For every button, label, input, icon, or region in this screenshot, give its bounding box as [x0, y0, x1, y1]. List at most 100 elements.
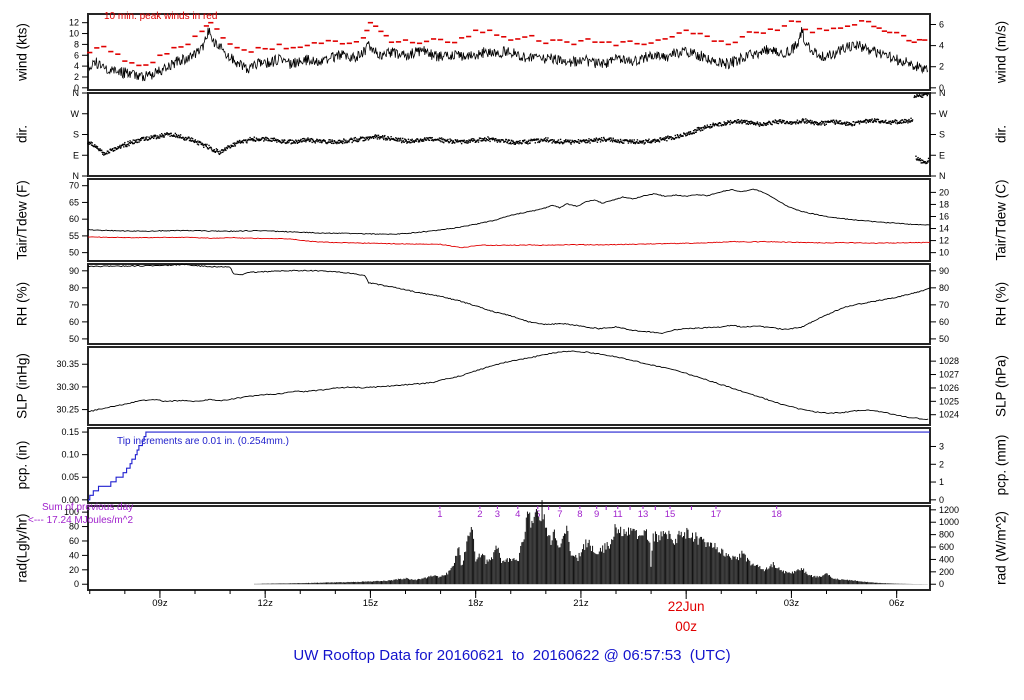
radiation-sum-annotation-line2: <--- 17.24 MJoules/m^2 [28, 515, 134, 526]
series-precip-cumulative-in [88, 431, 930, 501]
rh-left-tick-label: 70 [69, 300, 79, 310]
rh-right-tick-label: 90 [939, 266, 949, 276]
pcp-right-tick-label: 2 [939, 459, 944, 469]
tair_tdew-right-tick-label: 10 [939, 248, 949, 258]
rad-right-tick-label: 1200 [939, 505, 959, 515]
series-tdew-f [87, 236, 931, 249]
rh-right-tick-label: 80 [939, 283, 949, 293]
radiation-sum-annotation-line1: Sum of previous day [42, 502, 134, 513]
tair_tdew-right-tick-label: 12 [939, 236, 949, 246]
radiation-sum-label: 15 [665, 509, 676, 520]
tair_tdew-right-tick-label: 14 [939, 224, 949, 234]
pcp-left-tick-label: 0.00 [61, 495, 79, 505]
dir-left-tick-label: E [73, 150, 79, 160]
tip-increment-annotation: Tip increments are 0.01 in. (0.254mm.) [117, 436, 289, 447]
tair_tdew-right-tick-label: 16 [939, 211, 949, 221]
radiation-sum-label: 9 [594, 509, 599, 520]
tair_tdew-left-tick-label: 65 [69, 197, 79, 207]
tair_tdew-right-tick-label: 20 [939, 187, 949, 197]
tair_tdew-left-tick-label: 50 [69, 248, 79, 258]
panel-rad: 0204060801000200400600800100012001234578… [64, 500, 959, 591]
wind-left-tick-label: 0 [74, 83, 79, 93]
rad-right-tick-label: 800 [939, 530, 954, 540]
x-axis: 09z 12z 15z 18z 21z 03z 06z 22Jun 00z [89, 590, 905, 634]
slp-right-tick-label: 1026 [939, 383, 959, 393]
dir-right-tick-label: N [939, 88, 946, 98]
radiation-sum-label: 3 [495, 509, 500, 520]
rh-left-tick-label: 60 [69, 317, 79, 327]
rad-right-tick-label: 1000 [939, 517, 959, 527]
x-tick-label: 15z [363, 598, 379, 609]
radiation-sum-label: 7 [557, 509, 562, 520]
series-rh-percent [87, 263, 931, 334]
wind-right-tick-label: 2 [939, 62, 944, 72]
slp-left-tick-label: 30.25 [56, 405, 79, 415]
dir-left-tick-label: W [71, 109, 80, 119]
peak-wind-annotation: 10 min. peak winds in red [104, 11, 218, 22]
panel-pcp: 0.00 0.05 0.10 0.15 0 1 2 3 [61, 427, 944, 505]
dir-right-tick-label: S [939, 130, 945, 140]
radiation-sum-label: 17 [711, 509, 722, 520]
pcp-left-tick-label: 0.15 [61, 427, 79, 437]
slp-right-tick-label: 1027 [939, 370, 959, 380]
slp-right-tick-label: 1025 [939, 396, 959, 406]
dir-right-tick-label: N [939, 171, 946, 181]
date-tick-hour-label: 00z [675, 619, 697, 634]
series-wind-direction-north-cluster [913, 92, 930, 99]
date-tick-label: 22Jun [668, 599, 705, 614]
dir-right-tick-label: E [939, 150, 945, 160]
series-wind-direction [87, 117, 914, 156]
meteogram-chart: 0246810120246NWSENNWSEN50556065701012141… [56, 13, 959, 634]
rad-left-tick-label: 20 [69, 565, 79, 575]
rad-left-tick-label: 80 [69, 522, 79, 532]
wind-right-tick-label: 4 [939, 41, 944, 51]
dir-left-tick-label: S [73, 130, 79, 140]
x-tick-label: 09z [152, 598, 168, 609]
wind-left-tick-label: 2 [74, 72, 79, 82]
rh-left-tick-label: 80 [69, 283, 79, 293]
pcp-right-tick-label: 3 [939, 441, 944, 451]
x-tick-label: 12z [258, 598, 274, 609]
rh-left-tick-label: 50 [69, 334, 79, 344]
pcp-left-tick-label: 0.10 [61, 450, 79, 460]
radiation-sum-label: 4 [515, 509, 520, 520]
rh-left-tick-label: 90 [69, 266, 79, 276]
rad-right-tick-label: 0 [939, 579, 944, 589]
wind-left-tick-label: 6 [74, 50, 79, 60]
x-tick-label: 18z [468, 598, 484, 609]
series-solar-radiation [254, 500, 928, 585]
wind-left-tick-label: 10 [69, 29, 79, 39]
rad-right-tick-label: 400 [939, 554, 954, 564]
tair_tdew-left-tick-label: 55 [69, 231, 79, 241]
panel-slp: 30.25 30.30 30.35 1024 1025 1026 1027 1028 [56, 346, 959, 426]
figure-title: UW Rooftop Data for 20160621 to 20160622… [293, 647, 731, 664]
radiation-sum-label: 8 [577, 509, 582, 520]
wind-right-tick-label: 0 [939, 83, 944, 93]
radiation-sum-label: 13 [638, 509, 649, 520]
pcp-left-tick-label: 0.05 [61, 472, 79, 482]
panel-tair_tdew: 50 55 60 65 70 10 12 14 16 18 20 [69, 178, 949, 262]
wind-right-tick-label: 6 [939, 19, 944, 29]
series-wind-direction-east-cluster [915, 155, 930, 165]
wind-left-tick-label: 8 [74, 39, 79, 49]
series-tair-f [87, 188, 931, 235]
radiation-sum-label: 18 [771, 509, 782, 520]
dir-left-tick-label: N [73, 171, 80, 181]
rh-right-tick-label: 70 [939, 300, 949, 310]
wind-left-tick-label: 12 [69, 18, 79, 28]
x-tick-label: 21z [573, 598, 589, 609]
rad-left-tick-label: 40 [69, 550, 79, 560]
rh-right-tick-label: 60 [939, 317, 949, 327]
series-slp-inhg [87, 350, 929, 421]
slp-left-tick-label: 30.35 [56, 359, 79, 369]
rad-left-tick-label: 100 [64, 507, 79, 517]
radiation-sum-label: 2 [477, 509, 482, 520]
dir-right-tick-label: W [939, 109, 948, 119]
rad-right-tick-label: 600 [939, 542, 954, 552]
slp-left-tick-label: 30.30 [56, 382, 79, 392]
radiation-sum-label: 11 [613, 509, 623, 520]
wind-left-tick-label: 4 [74, 61, 79, 71]
